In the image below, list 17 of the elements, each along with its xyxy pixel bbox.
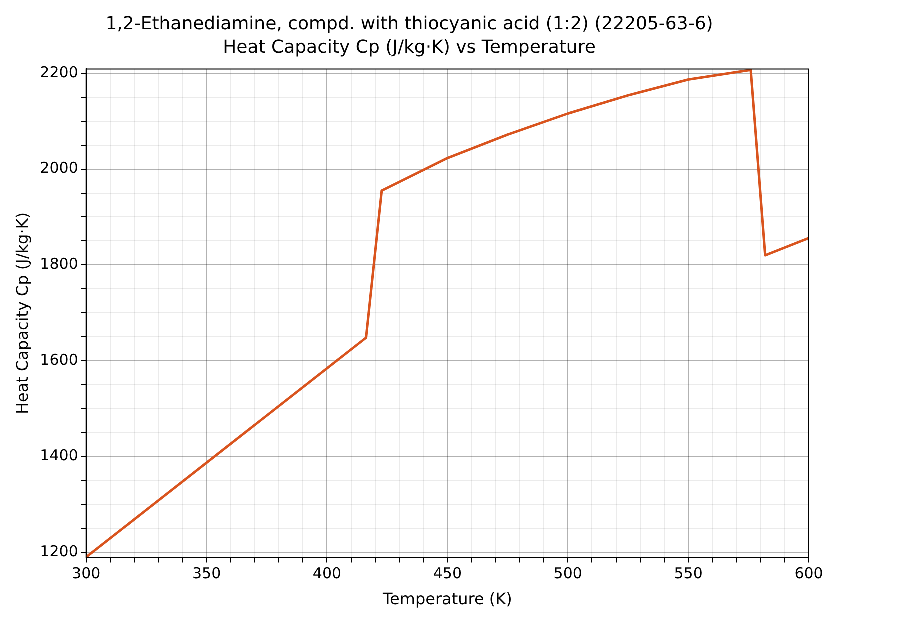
y-tick-label: 1800 <box>40 255 78 274</box>
x-tick-label: 450 <box>433 564 462 583</box>
y-tick-label: 1600 <box>40 350 78 369</box>
x-axis-title: Temperature (K) <box>382 590 512 609</box>
y-tick-label: 2200 <box>40 63 78 82</box>
x-tick-label: 300 <box>72 564 101 583</box>
y-tick-label: 1400 <box>40 446 78 465</box>
x-tick-label: 550 <box>674 564 703 583</box>
x-tick-label: 600 <box>794 564 824 583</box>
y-tick-label: 2000 <box>40 159 78 178</box>
x-tick-label: 500 <box>554 564 582 583</box>
chart-subtitle: Heat Capacity Cp (J/kg·K) vs Temperature <box>223 37 596 58</box>
x-tick-label: 400 <box>312 564 342 583</box>
x-tick-label: 350 <box>192 564 222 583</box>
y-tick-label: 1200 <box>40 542 78 560</box>
y-axis-title: Heat Capacity Cp (J/kg·K) <box>12 212 32 415</box>
chart-title: 1,2-Ethanediamine, compd. with thiocyanic acid (1:2) (22205-63-6) <box>106 13 714 34</box>
